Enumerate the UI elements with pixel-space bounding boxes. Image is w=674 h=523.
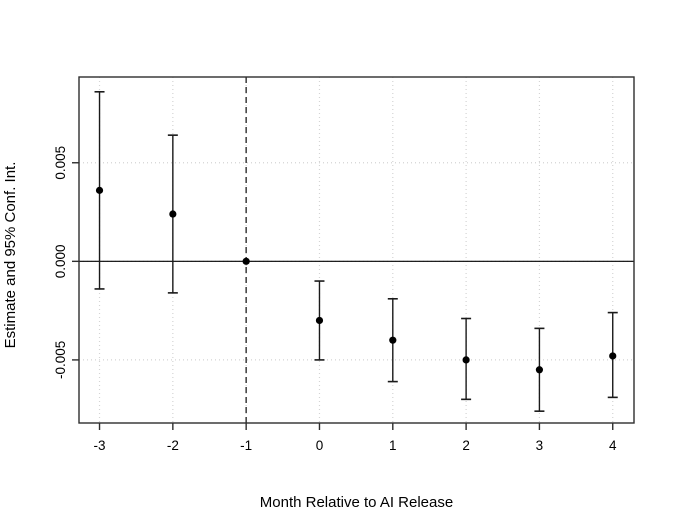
x-tick-label: 3: [536, 438, 544, 453]
y-tick-label: 0.005: [53, 146, 68, 180]
plot-border: [78, 76, 635, 424]
point-estimate: [315, 316, 324, 325]
y-tick-label: 0.000: [53, 244, 68, 278]
plot-layer: -3 -2 -1 0 1 2 3 4 -0.005 0.000 0.005: [53, 76, 635, 453]
y-tick-label: -0.005: [53, 341, 68, 379]
point-estimate: [95, 186, 104, 194]
point-estimate: [462, 356, 470, 364]
point-estimate: [169, 210, 177, 218]
x-tick-label: 0: [316, 438, 324, 453]
x-axis-title: Month Relative to AI Release: [260, 494, 453, 511]
point-estimate: [609, 352, 617, 360]
x-tick-label: 4: [609, 438, 617, 453]
point-estimate: [242, 257, 250, 265]
x-tick-label: -2: [167, 438, 179, 453]
point-estimate: [535, 366, 544, 374]
y-axis-title: Estimate and 95% Conf. Int.: [2, 162, 19, 349]
x-tick-label: 1: [389, 438, 397, 453]
x-tick-label: 2: [462, 438, 470, 453]
x-tick-label: -1: [240, 438, 252, 453]
x-tick-label: -3: [94, 438, 106, 453]
point-estimate: [389, 336, 397, 344]
